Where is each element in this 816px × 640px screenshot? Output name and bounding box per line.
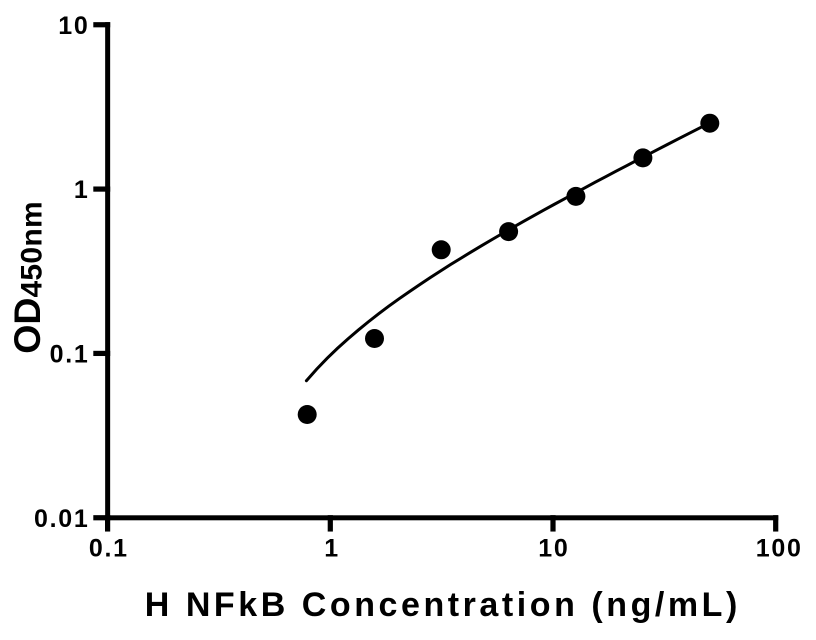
svg-text:H NFkB Concentration (ng/mL): H NFkB Concentration (ng/mL) [145,586,741,624]
svg-text:10: 10 [538,535,569,563]
svg-text:100: 100 [756,535,803,563]
svg-text:0.1: 0.1 [50,341,90,369]
svg-text:1: 1 [324,535,340,563]
svg-text:10: 10 [58,12,89,40]
svg-text:1: 1 [74,176,90,204]
svg-text:0.01: 0.01 [34,505,89,533]
svg-text:0.1: 0.1 [89,535,129,563]
